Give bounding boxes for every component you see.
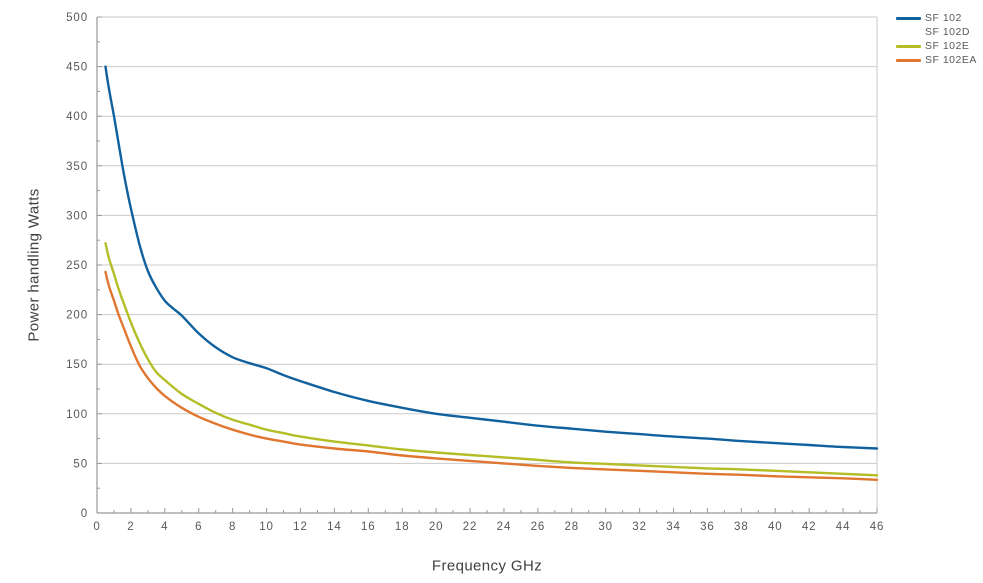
x-tick-label: 36	[700, 521, 715, 533]
x-tick-label: 28	[564, 521, 579, 533]
legend-label: SF 102D	[925, 26, 970, 38]
x-tick-label: 38	[734, 521, 749, 533]
legend: SF 102 SF 102D SF 102E SF 102EA	[896, 11, 977, 67]
y-tick-label: 500	[66, 12, 88, 24]
y-tick-label: 400	[66, 111, 88, 123]
x-tick-label: 14	[327, 521, 342, 533]
x-tick-label: 34	[666, 521, 681, 533]
legend-swatch-sf-102e	[896, 44, 921, 48]
series-line-sf-102ea	[104, 270, 879, 481]
y-tick-label: 150	[66, 359, 88, 371]
x-tick-label: 10	[259, 521, 274, 533]
x-tick-label: 0	[93, 521, 100, 533]
x-tick-label: 12	[293, 521, 308, 533]
legend-item-sf-102d: SF 102D	[896, 25, 977, 39]
legend-swatch-sf-102ea	[896, 58, 921, 62]
x-tick-label: 6	[195, 521, 202, 533]
x-tick-label: 8	[229, 521, 236, 533]
legend-item-sf-102: SF 102	[896, 11, 977, 25]
x-tick-label: 24	[497, 521, 512, 533]
x-tick-label: 42	[802, 521, 817, 533]
y-tick-label: 300	[66, 210, 88, 222]
x-axis-title: Frequency GHz	[431, 557, 543, 575]
x-tick-label: 4	[161, 521, 168, 533]
y-tick-label: 100	[66, 409, 88, 421]
legend-item-sf-102e: SF 102E	[896, 39, 977, 53]
x-tick-label: 20	[429, 521, 444, 533]
gridlines	[97, 66, 877, 464]
y-axis: 0 50 100 150 200 250 300 350 400 450 500	[66, 12, 102, 520]
y-tick-label: 50	[73, 458, 88, 470]
y-tick-label: 0	[81, 508, 88, 520]
legend-item-sf-102ea: SF 102EA	[896, 53, 977, 67]
x-tick-label: 40	[768, 521, 783, 533]
legend-label: SF 102	[925, 12, 962, 24]
x-tick-label: 22	[463, 521, 478, 533]
y-tick-label: 200	[66, 310, 88, 322]
x-tick-label: 18	[395, 521, 410, 533]
y-tick-label: 450	[66, 62, 88, 74]
legend-swatch-sf-102d	[896, 31, 921, 34]
x-tick-label: 46	[870, 521, 885, 533]
y-axis-title: Power handling Watts	[25, 188, 43, 342]
legend-label: SF 102E	[925, 40, 970, 52]
series-line-sf-102	[104, 65, 879, 450]
x-tick-label: 30	[598, 521, 613, 533]
y-tick-label: 350	[66, 161, 88, 173]
x-tick-label: 16	[361, 521, 376, 533]
x-tick-label: 2	[127, 521, 134, 533]
y-tick-label: 250	[66, 260, 88, 272]
x-tick-label: 26	[531, 521, 546, 533]
legend-swatch-sf-102	[896, 16, 921, 20]
x-tick-label: 32	[632, 521, 647, 533]
x-axis: 0 2 4 6 8 10 12 14 16 18 20 22 24 26 28 30 32 34 36 38 40 42 4…	[93, 508, 885, 533]
legend-label: SF 102EA	[925, 54, 977, 66]
x-tick-label: 44	[836, 521, 851, 533]
series-line-sf-102e	[104, 242, 879, 477]
